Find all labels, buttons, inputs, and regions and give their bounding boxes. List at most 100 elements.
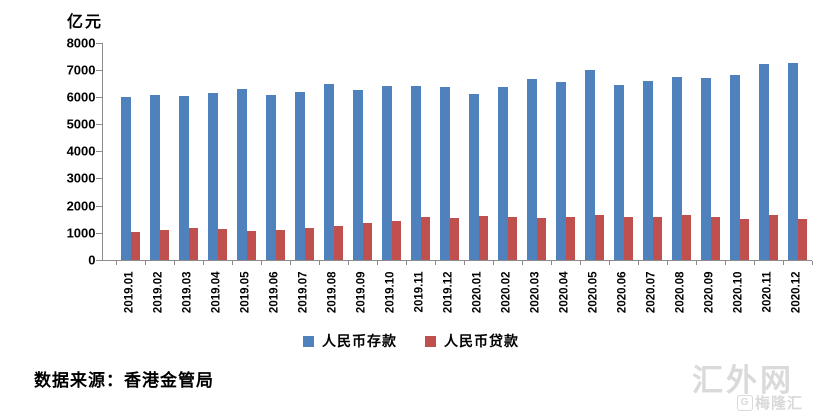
- x-tick-mark: [754, 261, 755, 265]
- bar-loans: [159, 230, 169, 260]
- y-tick-mark: [95, 260, 102, 261]
- x-tick-label: 2019.03: [181, 271, 194, 314]
- x-tick-label: 2019.10: [384, 271, 397, 314]
- secondary-watermark: G 梅隆汇: [737, 392, 803, 413]
- x-tick-label: 2019.02: [152, 271, 165, 314]
- x-tick-label: 2019.01: [123, 271, 136, 314]
- bar-loans: [652, 216, 662, 260]
- bar-loans: [797, 219, 807, 260]
- x-tick-mark: [667, 261, 668, 265]
- bar-deposits: [440, 86, 450, 260]
- bar-loans: [188, 228, 198, 260]
- x-tick-mark: [174, 261, 175, 265]
- legend-swatch-loans: [425, 335, 436, 347]
- y-axis-line: [101, 42, 103, 260]
- x-tick-mark: [522, 261, 523, 265]
- bar-deposits: [121, 96, 131, 260]
- legend-item-loans: 人民币贷款: [425, 331, 519, 351]
- bar-loans: [681, 215, 691, 260]
- y-tick-label: 4000: [66, 143, 96, 159]
- bar-deposits: [730, 74, 740, 260]
- x-tick-mark: [435, 261, 436, 265]
- y-tick-label: 6000: [66, 89, 96, 105]
- x-tick-label: 2020.05: [587, 271, 600, 314]
- y-tick-label: 1000: [66, 225, 96, 241]
- y-tick-mark: [95, 205, 102, 207]
- x-tick-mark: [812, 261, 813, 265]
- bar-deposits: [556, 81, 566, 260]
- y-tick-mark: [95, 69, 102, 71]
- bar-deposits: [208, 93, 218, 260]
- x-tick-label: 2020.02: [500, 271, 513, 314]
- x-tick-label: 2020.10: [732, 271, 745, 314]
- bar-loans: [536, 217, 546, 260]
- legend-label-loans: 人民币贷款: [444, 333, 519, 349]
- bar-loans: [507, 216, 517, 260]
- bar-loans: [565, 216, 575, 260]
- bar-loans: [739, 218, 749, 260]
- y-axis-title: 亿元: [67, 14, 104, 31]
- bar-loans: [391, 220, 401, 260]
- bar-deposits: [672, 77, 682, 260]
- x-tick-mark: [493, 261, 494, 265]
- y-tick-label: 3000: [66, 170, 96, 186]
- y-tick-mark: [95, 96, 102, 98]
- bar-deposits: [759, 64, 769, 260]
- y-tick-label: 0: [88, 252, 96, 268]
- y-tick-mark: [95, 42, 102, 44]
- x-tick-mark: [145, 261, 146, 265]
- x-tick-label: 2019.05: [239, 271, 252, 314]
- bar-deposits: [353, 90, 363, 260]
- x-tick-label: 2020.07: [645, 271, 658, 314]
- x-tick-label: 2020.04: [558, 271, 571, 314]
- x-tick-mark: [638, 261, 639, 265]
- legend-item-deposits: 人民币存款: [303, 331, 397, 351]
- x-tick-label: 2019.12: [442, 271, 455, 314]
- bar-loans: [130, 231, 140, 260]
- x-tick-label: 2019.06: [268, 271, 281, 314]
- x-tick-mark: [261, 261, 262, 265]
- watermark-text: 汇外网: [692, 363, 794, 398]
- bar-loans: [594, 214, 604, 260]
- y-tick-label: 8000: [66, 35, 96, 50]
- legend-label-deposits: 人民币存款: [322, 333, 397, 349]
- x-tick-mark: [406, 261, 407, 265]
- bar-loans: [362, 223, 372, 260]
- x-tick-label: 2020.08: [674, 271, 687, 314]
- y-tick-mark: [95, 151, 102, 153]
- x-tick-label: 2019.07: [297, 271, 310, 314]
- bar-deposits: [382, 86, 392, 260]
- x-tick-label: 2020.01: [471, 271, 484, 314]
- x-tick-label: 2020.09: [703, 271, 716, 314]
- bar-deposits: [324, 84, 334, 260]
- x-tick-mark: [580, 261, 581, 265]
- x-tick-mark: [725, 261, 726, 265]
- y-tick-mark: [95, 124, 102, 126]
- bar-deposits: [179, 95, 189, 260]
- secondary-watermark-text: 梅隆汇: [755, 395, 804, 412]
- bar-loans: [449, 218, 459, 260]
- x-tick-mark: [232, 261, 233, 265]
- x-tick-mark: [551, 261, 552, 265]
- data-source-note: 数据来源：香港金管局: [34, 371, 214, 390]
- x-tick-mark: [203, 261, 204, 265]
- y-tick-label: 2000: [66, 198, 96, 214]
- bar-loans: [333, 225, 343, 260]
- x-tick-mark: [464, 261, 465, 265]
- bar-loans: [420, 217, 430, 260]
- bar-deposits: [701, 77, 711, 260]
- bar-deposits: [237, 88, 247, 260]
- x-tick-mark: [609, 261, 610, 265]
- x-tick-mark: [319, 261, 320, 265]
- legend-swatch-deposits: [303, 335, 314, 347]
- x-tick-label: 2019.08: [326, 271, 339, 314]
- bar-loans: [246, 230, 256, 260]
- bar-deposits: [266, 95, 276, 260]
- bar-deposits: [295, 92, 305, 260]
- bar-deposits: [469, 94, 479, 260]
- x-tick-label: 2020.12: [790, 271, 803, 314]
- bar-deposits: [411, 86, 421, 260]
- bar-loans: [275, 230, 285, 260]
- bar-loans: [304, 227, 314, 260]
- bar-deposits: [643, 80, 653, 260]
